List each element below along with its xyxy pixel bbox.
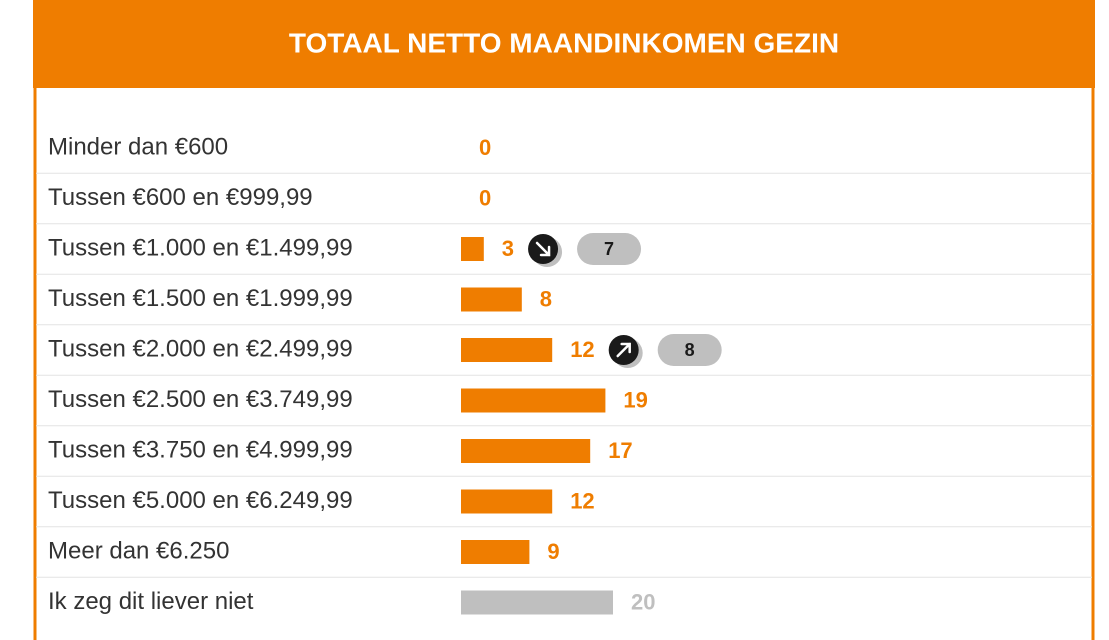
category-label: Tussen €1.500 en €1.999,99 (48, 285, 353, 312)
category-label: Tussen €600 en €999,99 (48, 184, 313, 211)
previous-value: 8 (685, 340, 695, 360)
previous-pill (577, 233, 642, 265)
value-label: 20 (631, 589, 655, 614)
bar (461, 439, 591, 463)
bar (461, 540, 530, 564)
value-label: 19 (623, 387, 647, 412)
bar (461, 388, 606, 413)
category-label: Tussen €5.000 en €6.249,99 (48, 487, 353, 514)
chart-title: TOTAAL NETTO MAANDINKOMEN GEZIN (289, 27, 839, 58)
category-label: Minder dan €600 (48, 133, 228, 160)
value-label: 12 (570, 337, 594, 362)
previous-pill (657, 334, 722, 366)
category-label: Tussen €2.000 en €2.499,99 (48, 335, 353, 362)
bar (461, 237, 484, 261)
header (33, 0, 1095, 88)
bar (461, 338, 553, 362)
category-label: Tussen €1.000 en €1.499,99 (48, 234, 353, 261)
value-label: 0 (479, 185, 491, 210)
value-label: 3 (502, 236, 514, 261)
category-label: Meer dan €6.250 (48, 537, 229, 564)
value-label: 17 (608, 438, 632, 463)
bar (461, 590, 613, 615)
category-label: Ik zeg dit liever niet (48, 588, 254, 615)
bar (461, 287, 522, 312)
trend-arrow (616, 342, 631, 358)
value-label: 12 (570, 488, 594, 513)
bar (461, 489, 553, 514)
value-label: 8 (540, 286, 552, 311)
category-label: Tussen €2.500 en €3.749,99 (48, 386, 353, 413)
frame (33, 0, 1095, 640)
value-label: 9 (547, 539, 559, 564)
value-label: 0 (479, 135, 491, 160)
category-label: Tussen €3.750 en €4.999,99 (48, 436, 353, 463)
previous-value: 7 (604, 239, 614, 259)
trend-arrow (535, 241, 551, 257)
